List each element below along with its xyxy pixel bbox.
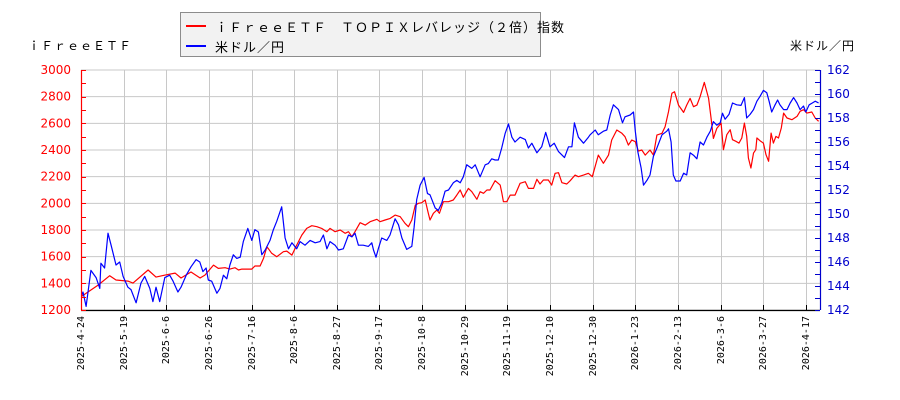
left-y-tick-label: 2800	[40, 90, 71, 104]
x-tick-label: 2025-8-6	[289, 316, 300, 364]
x-tick-label: 2026-3-27	[758, 316, 769, 370]
chart-legend: ｉＦｒｅｅＥＴＦ ＴＯＰＩＸレバレッジ（２倍）指数 米ドル／円	[180, 12, 564, 57]
x-tick-label: 2025-6-6	[161, 316, 172, 364]
right-y-tick-label: 154	[827, 159, 850, 173]
right-y-tick-label: 148	[827, 231, 850, 245]
x-tick-label: 2025-4-24	[76, 316, 87, 370]
right-y-tick-label: 146	[827, 255, 850, 269]
right-y-tick-label: 152	[827, 183, 850, 197]
x-tick-label: 2025-10-8	[417, 316, 428, 370]
x-tick-label: 2026-4-17	[801, 316, 812, 370]
x-tick-label: 2025-6-26	[204, 316, 215, 370]
legend-label: ｉＦｒｅｅＥＴＦ ＴＯＰＩＸレバレッジ（２倍）指数	[215, 20, 566, 36]
right-y-tick-label: 144	[827, 279, 850, 293]
legend-item-topix-leverage: ｉＦｒｅｅＥＴＦ ＴＯＰＩＸレバレッジ（２倍）指数	[181, 16, 565, 36]
left-y-tick-label: 2600	[40, 116, 71, 130]
x-tick-label: 2025-5-19	[119, 316, 130, 370]
left-y-tick-label: 3000	[40, 63, 71, 77]
right-y-tick-label: 142	[827, 303, 850, 317]
x-tick-label: 2026-3-6	[716, 316, 727, 364]
right-y-tick-label: 158	[827, 111, 850, 125]
x-tick-label: 2026-2-13	[673, 316, 684, 370]
left-y-tick-label: 2400	[40, 143, 71, 157]
legend-swatch-red-line-icon	[186, 25, 206, 27]
left-axis-title: ｉＦｒｅｅＥＴＦ	[28, 39, 133, 53]
series-line-usdjpy	[81, 89, 819, 307]
series-line-topix-leverage	[81, 81, 820, 298]
x-tick-label: 2025-10-29	[460, 316, 471, 376]
right-y-tick-label: 160	[827, 87, 850, 101]
x-tick-label: 2026-1-23	[630, 316, 641, 370]
left-y-tick-label: 2200	[40, 170, 71, 184]
x-tick-label: 2025-7-16	[247, 316, 258, 370]
legend-label: 米ドル／円	[215, 40, 286, 56]
x-tick-label: 2025-12-30	[588, 316, 599, 376]
right-axis-title: 米ドル／円	[790, 39, 856, 53]
legend-item-usdjpy: 米ドル／円	[181, 36, 285, 56]
plot-series	[81, 81, 820, 307]
right-y-tick-label: 156	[827, 135, 850, 149]
left-y-tick-label: 1800	[40, 223, 71, 237]
x-tick-label: 2025-8-27	[332, 316, 343, 370]
tick-labels: 2025-4-24 2025-5-19 2025-6-6 2025-6-26 2025-…	[40, 63, 849, 376]
x-tick-label: 2025-9-17	[374, 316, 385, 370]
right-y-tick-label: 162	[827, 63, 850, 77]
legend-swatch-blue-line-icon	[186, 45, 206, 47]
x-tick-label: 2025-12-10	[545, 316, 556, 376]
left-y-tick-label: 2000	[40, 196, 71, 210]
left-y-tick-label: 1400	[40, 276, 71, 290]
axes	[80, 70, 822, 312]
left-y-tick-label: 1200	[40, 303, 71, 317]
left-y-tick-label: 1600	[40, 250, 71, 264]
right-y-tick-label: 150	[827, 207, 850, 221]
x-tick-label: 2025-11-19	[502, 316, 513, 376]
